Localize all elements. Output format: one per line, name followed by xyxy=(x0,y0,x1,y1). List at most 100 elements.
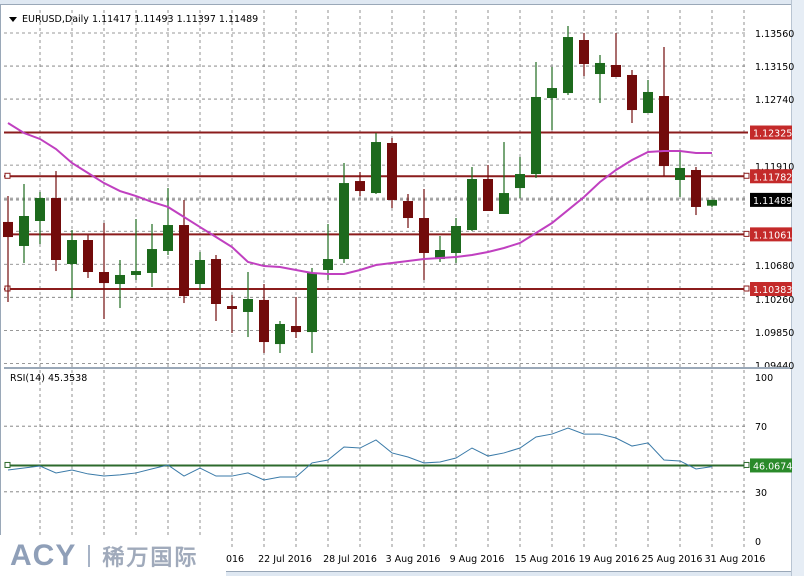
candle-bearish[interactable] xyxy=(627,74,637,111)
candle-bullish[interactable] xyxy=(243,299,253,312)
candle-bearish[interactable] xyxy=(83,240,93,273)
candle-bearish[interactable] xyxy=(659,96,669,167)
rsi-level-label: 46.0674 xyxy=(753,461,792,472)
candle-bullish[interactable] xyxy=(547,88,557,99)
moving-average-line xyxy=(7,122,712,276)
date-tick-label: 19 Aug 2016 xyxy=(579,554,640,565)
candle-bullish[interactable] xyxy=(131,271,141,275)
date-tick-label: 9 Aug 2016 xyxy=(450,554,505,565)
candle-bearish[interactable] xyxy=(579,40,589,65)
rsi-tick-label: 0 xyxy=(755,537,761,548)
level-handle-right[interactable] xyxy=(743,285,750,292)
horizontal-levels xyxy=(4,131,750,292)
candle-bearish[interactable] xyxy=(611,64,621,77)
collapse-triangle-icon[interactable] xyxy=(9,17,17,22)
candle-bearish[interactable] xyxy=(691,169,701,207)
candle-bullish[interactable] xyxy=(35,198,45,221)
ohlc-readout: 1.11417 1.11493 1.11397 1.11489 xyxy=(92,14,258,25)
candle-bullish[interactable] xyxy=(307,272,317,333)
candle-bearish[interactable] xyxy=(179,225,189,297)
candle-bearish[interactable] xyxy=(419,218,429,253)
rsi-line xyxy=(7,427,713,481)
candle-bullish[interactable] xyxy=(707,199,717,206)
candle-bearish[interactable] xyxy=(3,221,13,238)
level-price-badge xyxy=(750,282,792,297)
candle-bullish[interactable] xyxy=(563,37,573,94)
candle-bullish[interactable] xyxy=(275,323,285,345)
logo-divider xyxy=(88,544,91,567)
level-price-badge xyxy=(750,227,792,242)
date-tick-label: 15 Aug 2016 xyxy=(515,554,576,565)
time-axis: 2016 22 Jul 2016 28 Jul 2016 3 Aug 2016 9 Au… xyxy=(220,554,766,565)
rsi-tick-label: 70 xyxy=(755,422,767,433)
date-tick-label: 31 Aug 2016 xyxy=(705,554,766,565)
price-tick-label: 1.12740 xyxy=(755,95,794,106)
rsi-label: RSI(14) 45.3538 xyxy=(10,373,87,384)
candle-bullish[interactable] xyxy=(67,240,77,265)
level-price-label: 1.12325 xyxy=(753,129,792,140)
candle-bearish[interactable] xyxy=(227,306,237,309)
candle-bearish[interactable] xyxy=(99,272,109,284)
candle-bullish[interactable] xyxy=(371,142,381,194)
logo-chinese: 稀万国际 xyxy=(102,545,199,571)
rsi-tick-label: 100 xyxy=(755,373,773,384)
candle-bullish[interactable] xyxy=(675,167,685,180)
date-tick-label: 22 Jul 2016 xyxy=(258,554,312,565)
candle-bearish[interactable] xyxy=(51,198,61,261)
candle-bullish[interactable] xyxy=(195,260,205,285)
level-handle-right[interactable] xyxy=(743,230,750,237)
date-tick-label: 25 Aug 2016 xyxy=(642,554,703,565)
candle-bullish[interactable] xyxy=(339,183,349,260)
candle-bearish[interactable] xyxy=(211,259,221,304)
level-handle-left[interactable] xyxy=(4,172,11,179)
level-price-label: 1.11782 xyxy=(753,172,792,183)
rsi-level-handle-left[interactable] xyxy=(4,461,11,468)
candle-bullish[interactable] xyxy=(163,225,173,251)
candles xyxy=(3,25,717,353)
price-tick-label: 1.11910 xyxy=(755,162,794,173)
rsi-panel: 100 70 30 0 46.0674 xyxy=(4,373,792,548)
rsi-tick-label: 30 xyxy=(755,488,767,499)
level-price-label: 1.11061 xyxy=(753,230,792,241)
candle-bullish[interactable] xyxy=(499,193,509,214)
level-price-badge xyxy=(750,169,792,184)
date-tick-label: 3 Aug 2016 xyxy=(386,554,441,565)
current-price-badge xyxy=(750,192,792,207)
rsi-level-handle-right[interactable] xyxy=(743,461,750,468)
price-axis: 1.13560 1.13150 1.12740 1.11910 1.10680 1.102… xyxy=(750,29,794,372)
candle-bearish[interactable] xyxy=(483,179,493,212)
current-price-label: 1.11489 xyxy=(753,196,792,207)
candle-bearish[interactable] xyxy=(355,181,365,192)
candle-bullish[interactable] xyxy=(595,62,605,75)
acy-logo: ACY 稀万国际 xyxy=(0,535,226,576)
candle-bullish[interactable] xyxy=(115,274,125,285)
rsi-level-badge xyxy=(750,458,792,473)
price-tick-label: 1.13560 xyxy=(755,29,794,40)
candle-bullish[interactable] xyxy=(435,250,445,260)
candle-bullish[interactable] xyxy=(531,96,541,175)
candle-bullish[interactable] xyxy=(323,259,333,270)
chart-title: EURUSD,Daily xyxy=(22,14,89,25)
date-tick-label: 2016 xyxy=(220,554,244,565)
candle-bearish[interactable] xyxy=(403,201,413,219)
candle-bullish[interactable] xyxy=(467,179,477,231)
candle-bullish[interactable] xyxy=(451,225,461,253)
price-tick-label: 1.10680 xyxy=(755,261,794,272)
level-price-label: 1.10383 xyxy=(753,285,792,296)
candle-bearish[interactable] xyxy=(259,299,269,343)
price-tick-label: 1.09850 xyxy=(755,328,794,339)
candle-bearish[interactable] xyxy=(387,142,397,200)
logo-brand: ACY xyxy=(10,538,77,572)
price-tick-label: 1.10260 xyxy=(755,295,794,306)
candle-bullish[interactable] xyxy=(147,249,157,273)
candle-bullish[interactable] xyxy=(19,216,29,246)
candle-bullish[interactable] xyxy=(515,174,525,189)
level-handle-right[interactable] xyxy=(743,172,750,179)
candle-bearish[interactable] xyxy=(291,325,301,333)
price-tick-label: 1.09440 xyxy=(755,361,794,372)
price-tick-label: 1.13150 xyxy=(755,62,794,73)
moving-average xyxy=(7,122,712,276)
candle-bullish[interactable] xyxy=(643,91,653,114)
date-tick-label: 28 Jul 2016 xyxy=(323,554,377,565)
